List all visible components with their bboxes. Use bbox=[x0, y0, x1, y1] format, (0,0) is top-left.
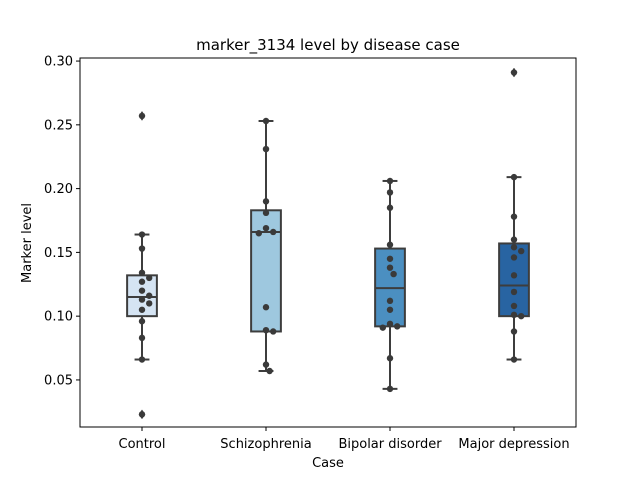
x-tick-label: Major depression bbox=[458, 437, 569, 452]
data-point bbox=[270, 328, 277, 335]
y-tick-label: 0.05 bbox=[44, 373, 73, 388]
y-tick-label: 0.25 bbox=[44, 118, 73, 133]
data-point bbox=[510, 272, 518, 279]
y-axis: 0.05 0.10 0.15 0.20 0.25 0.30 bbox=[44, 55, 80, 388]
y-axis-label: Marker level bbox=[20, 203, 35, 283]
data-point bbox=[379, 324, 386, 331]
data-point bbox=[262, 326, 270, 334]
data-point bbox=[138, 296, 146, 303]
data-point bbox=[386, 385, 394, 393]
data-point bbox=[146, 274, 153, 282]
data-point bbox=[138, 287, 146, 294]
data-point bbox=[386, 255, 394, 262]
y-tick-label: 0.15 bbox=[44, 246, 73, 261]
data-point bbox=[510, 356, 518, 363]
data-point bbox=[386, 189, 394, 196]
points-layer bbox=[138, 69, 525, 418]
data-point bbox=[138, 245, 146, 252]
data-point bbox=[138, 112, 146, 120]
plot-area bbox=[79, 57, 577, 428]
data-point bbox=[518, 312, 525, 320]
data-point bbox=[386, 264, 394, 271]
data-point bbox=[386, 355, 394, 362]
data-point bbox=[146, 292, 153, 299]
data-point bbox=[510, 173, 518, 181]
data-point bbox=[386, 204, 394, 211]
data-point bbox=[266, 367, 273, 375]
data-point bbox=[262, 224, 270, 232]
data-point bbox=[510, 288, 518, 296]
data-point bbox=[138, 306, 146, 313]
data-point bbox=[138, 269, 146, 276]
data-point bbox=[262, 209, 270, 217]
y-tick-label: 0.20 bbox=[44, 182, 73, 197]
data-point bbox=[510, 311, 518, 319]
y-tick-label: 0.10 bbox=[44, 310, 73, 325]
data-point bbox=[138, 411, 146, 418]
data-point bbox=[138, 231, 146, 238]
x-axis-label: Case bbox=[312, 456, 344, 471]
data-point bbox=[510, 213, 518, 220]
data-point bbox=[262, 361, 270, 368]
data-point bbox=[262, 304, 270, 311]
data-point bbox=[510, 328, 518, 335]
y-tick-label: 0.30 bbox=[44, 55, 73, 70]
data-point bbox=[262, 117, 270, 125]
data-point bbox=[270, 228, 277, 236]
data-point bbox=[386, 297, 394, 305]
data-point bbox=[386, 241, 394, 248]
x-axis: Control Schizophrenia Bipolar disorder Majo… bbox=[119, 427, 570, 452]
data-point bbox=[510, 244, 518, 251]
data-point bbox=[390, 270, 397, 278]
data-point bbox=[510, 254, 518, 261]
x-tick-label: Bipolar disorder bbox=[338, 437, 442, 452]
data-point bbox=[510, 69, 518, 76]
data-point bbox=[138, 318, 146, 325]
data-point bbox=[255, 230, 262, 237]
x-tick-label: Control bbox=[119, 437, 166, 452]
data-point bbox=[138, 278, 146, 285]
data-point bbox=[394, 323, 401, 330]
chart-title: marker_3134 level by disease case bbox=[196, 36, 460, 55]
data-point bbox=[510, 236, 518, 243]
x-tick-label: Schizophrenia bbox=[220, 437, 311, 452]
data-point bbox=[386, 306, 394, 313]
data-point bbox=[386, 177, 394, 185]
data-point bbox=[138, 356, 146, 363]
data-point bbox=[262, 145, 270, 153]
data-point bbox=[262, 198, 270, 205]
data-point bbox=[510, 302, 518, 310]
data-point bbox=[518, 247, 525, 255]
data-point bbox=[386, 320, 394, 328]
data-point bbox=[146, 300, 153, 307]
data-point bbox=[138, 334, 146, 342]
